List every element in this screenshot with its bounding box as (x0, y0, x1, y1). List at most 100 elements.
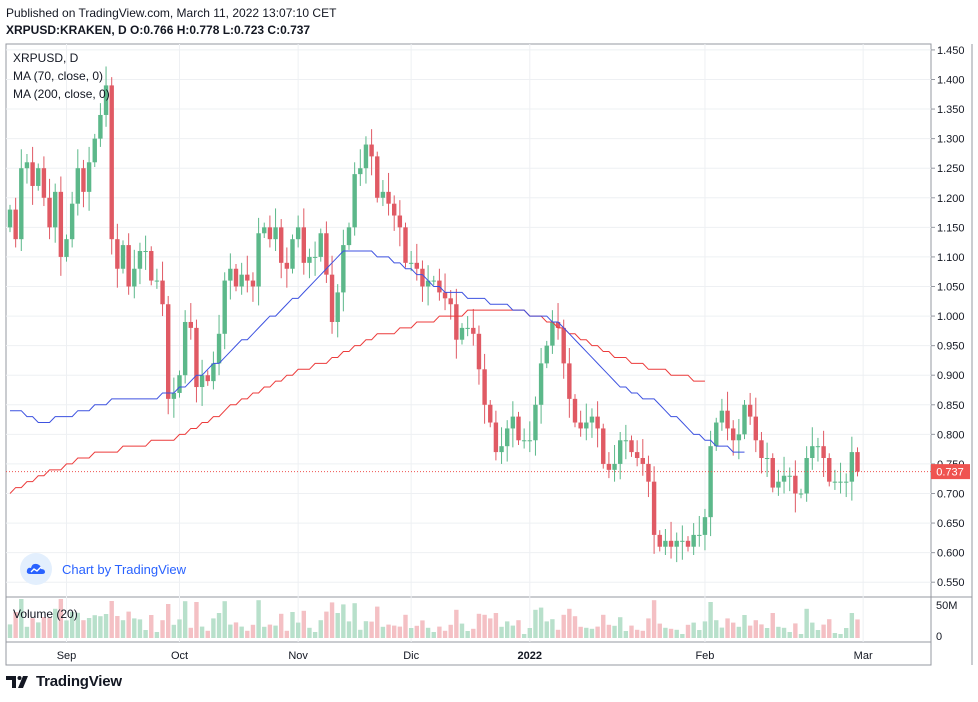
volume-bar (476, 613, 482, 638)
volume-bar (680, 634, 685, 638)
candle-body (256, 233, 261, 287)
volume-bar (53, 608, 58, 638)
ma70-legend[interactable]: MA (70, close, 0) (13, 69, 103, 83)
volume-legend[interactable]: Volume (20) (13, 607, 78, 621)
candle-body (86, 162, 92, 192)
y-tick-label: 0.850 (937, 400, 965, 412)
tradingview-watermark[interactable]: Chart by TradingView (20, 553, 186, 585)
volume-bar (188, 627, 193, 638)
volume-bar (166, 604, 171, 638)
volume-bar (685, 624, 691, 638)
candle-body (182, 321, 188, 376)
candle-body (770, 458, 775, 488)
ohlc-line: XRPUSD:KRAKEN, D O:0.766 H:0.778 L:0.723… (6, 23, 311, 37)
volume-bar (663, 627, 668, 638)
candle-body (358, 168, 363, 175)
candle-body (804, 458, 809, 494)
candle-body (685, 540, 691, 547)
volume-bar (612, 625, 617, 638)
candle-body (431, 280, 436, 282)
volume-bar (584, 627, 589, 638)
volume-bar (838, 634, 843, 638)
volume-bar (149, 615, 154, 638)
volume-bar (380, 626, 386, 638)
volume-bar (324, 611, 329, 638)
symbol-label[interactable]: XRPUSD, D (13, 51, 79, 65)
candle-body (544, 345, 549, 364)
price-axis[interactable]: 1.450 1.400 1.350 1.300 1.250 1.200 1.150 1.100… (931, 45, 965, 589)
volume-bar (41, 617, 47, 638)
candle-body (465, 327, 470, 329)
x-tick-label: Oct (171, 650, 188, 662)
y-tick-label: 0.800 (937, 429, 965, 441)
volume-bar (776, 626, 781, 638)
volume-bar (137, 619, 143, 638)
candle-body (719, 410, 725, 423)
candle-body (589, 416, 595, 423)
candle-body (307, 256, 312, 263)
ma200-legend[interactable]: MA (200, close, 0) (13, 87, 110, 101)
volume-bar (708, 602, 713, 638)
candle-body (41, 168, 47, 198)
volume-bar (279, 613, 284, 638)
volume-bar (431, 632, 436, 638)
candle-body (154, 280, 160, 282)
candle-body (521, 440, 527, 442)
volume-bar (222, 601, 227, 638)
candle-body (657, 534, 662, 547)
volume-tick-50m: 50M (936, 600, 957, 612)
y-tick-label: 0.900 (937, 370, 965, 382)
cloud-icon (20, 553, 52, 585)
candle-body (126, 245, 131, 287)
candle-body (363, 144, 369, 169)
volume-bar (544, 621, 549, 638)
candlesticks[interactable] (7, 66, 860, 563)
candle-body (476, 333, 482, 370)
volume-bar (154, 632, 160, 638)
candle-body (584, 422, 589, 429)
volume-bar (160, 620, 165, 638)
candle-body (646, 463, 651, 482)
volume-bar (725, 618, 730, 638)
candle-body (663, 540, 668, 547)
volume-bar (408, 628, 414, 638)
volume-bar (465, 631, 470, 638)
volume-bar (392, 625, 397, 638)
candle-body (821, 446, 826, 459)
candle-body (442, 292, 448, 299)
candle-body (403, 227, 408, 263)
candle-body (527, 440, 532, 442)
volume-tick-0: 0 (936, 631, 942, 643)
volume-bar (233, 622, 239, 638)
footer-logo[interactable]: TradingView (6, 673, 122, 690)
volume-bar (13, 612, 18, 638)
candle-body (132, 268, 137, 287)
candle-body (216, 333, 222, 364)
candle-body (747, 404, 753, 417)
candle-body (222, 280, 227, 334)
candle-body (194, 327, 199, 388)
candle-body (392, 203, 397, 216)
volume-bar (420, 620, 425, 638)
candle-body (702, 517, 708, 535)
volume-bar (747, 625, 753, 638)
volume-bar (245, 630, 250, 638)
volume-bar (228, 624, 233, 638)
y-tick-label: 0.550 (937, 577, 965, 589)
volume-bar (589, 628, 595, 638)
candle-body (408, 262, 414, 264)
volume-bar (19, 599, 24, 638)
volume-bar (403, 614, 408, 638)
volume-bar (533, 609, 538, 638)
volume-bar (555, 629, 561, 638)
candle-body (844, 481, 849, 483)
candle-body (640, 458, 645, 464)
candle-body (499, 446, 504, 453)
time-axis[interactable]: Sep Oct Nov Dic 2022 Feb Mar (57, 650, 873, 662)
candle-body (471, 327, 476, 334)
volume-bar (312, 632, 318, 638)
candle-body (228, 268, 233, 281)
candle-body (30, 162, 35, 186)
y-tick-label: 1.300 (937, 134, 965, 146)
